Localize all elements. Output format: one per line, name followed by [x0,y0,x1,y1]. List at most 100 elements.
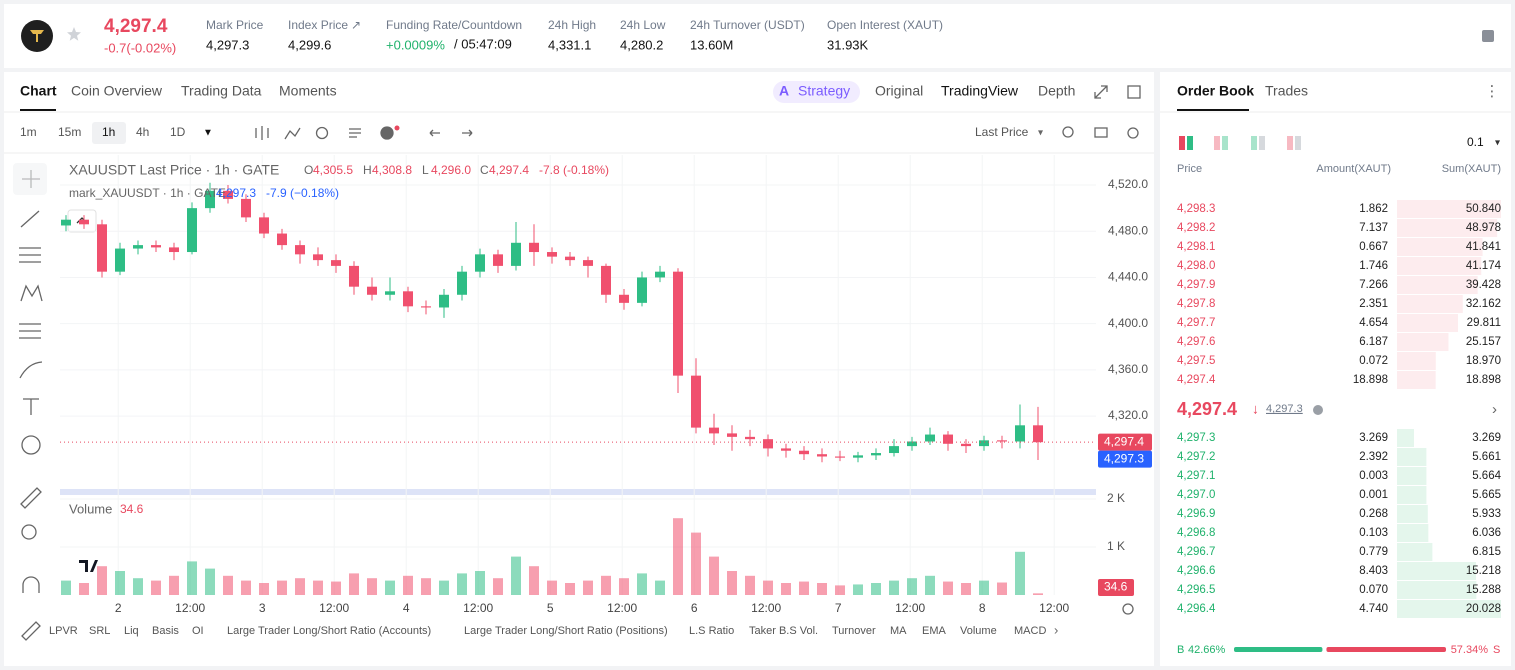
view-tab[interactable]: Original [875,83,923,99]
interval[interactable]: 15m [58,125,81,139]
zoom-tool[interactable] [21,524,37,540]
indicator[interactable]: Volume [960,625,997,637]
indicator[interactable]: MACD [1014,625,1046,637]
indicator[interactable]: Large Trader Long/Short Ratio (Positions… [464,625,668,637]
text-tool[interactable] [23,398,39,415]
book-price[interactable]: 4,298.3 [1177,203,1215,215]
indicator[interactable]: Large Trader Long/Short Ratio (Accounts) [227,625,431,637]
camera-icon[interactable] [1094,127,1108,138]
book-price[interactable]: 4,298.0 [1177,260,1215,272]
template-icon[interactable] [349,128,361,138]
book-layout-icons[interactable] [1179,136,1301,150]
price-type[interactable]: Last Price [975,125,1029,139]
sell-ratio-bar [1326,647,1446,652]
chart-tab[interactable]: Coin Overview [71,83,163,99]
search-icon[interactable] [1062,126,1074,138]
view-tab[interactable]: Depth [1038,83,1075,99]
interval[interactable]: 1h [102,125,115,139]
indicator[interactable]: EMA [922,625,947,637]
candle-type-icon[interactable] [255,126,269,140]
redo-icon[interactable] [462,129,473,137]
alert-icon[interactable] [380,126,394,140]
more-menu[interactable]: ⋮ [1485,83,1500,100]
indicator[interactable]: Turnover [832,625,876,637]
chart-tab[interactable]: Chart [20,83,57,99]
interval[interactable]: 1m [20,125,37,139]
pane-separator[interactable] [60,489,1096,495]
book-price[interactable]: 4,296.4 [1177,603,1216,615]
book-price[interactable]: 4,297.0 [1177,489,1215,501]
indicator-more[interactable]: › [1054,622,1058,637]
fib-tool[interactable] [19,323,41,339]
precision[interactable]: 0.1 [1467,135,1484,149]
volume-bar [853,584,863,595]
book-price[interactable]: 4,297.1 [1177,470,1215,482]
interval-caret[interactable]: ▼ [203,128,213,139]
last-price-tag [1098,433,1152,451]
book-tab[interactable]: Order Book [1177,83,1254,99]
brush-tool[interactable] [19,361,43,379]
view-tab[interactable]: TradingView [941,83,1019,99]
precision-caret[interactable]: ▾ [1495,138,1500,149]
book-tab[interactable]: Trades [1265,83,1308,99]
indicator-icon[interactable] [284,127,301,140]
book-sum: 50.840 [1466,203,1501,215]
volume-bar [403,575,413,595]
indicator[interactable]: Taker B.S Vol. [749,625,818,637]
emoji-tool[interactable] [21,435,41,455]
depth-bar [1397,333,1449,351]
indicator[interactable]: MA [890,625,907,637]
book-price[interactable]: 4,297.7 [1177,317,1215,329]
book-price[interactable]: 4,296.9 [1177,508,1215,520]
book-price[interactable]: 4,297.6 [1177,336,1215,348]
magnet-tool[interactable] [22,576,40,593]
stat-label: Open Interest (XAUT) [827,18,943,32]
pattern-tool[interactable] [20,284,43,302]
settings-icon[interactable] [1127,127,1139,139]
book-price[interactable]: 4,296.8 [1177,527,1215,539]
interval[interactable]: 4h [136,125,149,139]
book-price[interactable]: 4,297.2 [1177,451,1215,463]
book-price[interactable]: 4,296.7 [1177,546,1215,558]
indicator[interactable]: SRL [89,625,110,637]
indicator[interactable]: L.S Ratio [689,625,734,637]
book-price[interactable]: 4,296.5 [1177,584,1215,596]
book-price[interactable]: 4,296.6 [1177,565,1215,577]
chart-settings[interactable] [1122,603,1134,615]
indicator[interactable]: LPVR [49,625,78,637]
price-type-caret[interactable]: ▾ [1038,128,1043,139]
book-price[interactable]: 4,298.1 [1177,241,1215,253]
book-price[interactable]: 4,298.2 [1177,222,1215,234]
book-price[interactable]: 4,297.8 [1177,298,1215,310]
window-icon[interactable] [1127,85,1141,99]
view-tab[interactable]: Strategy [798,83,850,99]
chart-tab[interactable]: Trading Data [181,83,262,99]
book-sum: 3.269 [1472,432,1501,444]
volume-bar [781,583,791,595]
index-link-icon[interactable]: ↗ [351,18,361,32]
replay-icon[interactable] [315,126,329,140]
strategy-pill[interactable] [773,81,860,103]
line-tool[interactable] [20,210,40,228]
book-price[interactable]: 4,297.4 [1177,374,1216,386]
book-price[interactable]: 4,297.3 [1177,432,1215,444]
undo-icon[interactable] [429,129,440,137]
book-price[interactable]: 4,297.5 [1177,355,1215,367]
indicator[interactable]: Basis [152,625,179,637]
candle-body [853,455,863,458]
depth-bar [1397,600,1501,618]
draw-tool[interactable] [21,621,41,641]
chart-tab[interactable]: Moments [279,83,337,99]
header-icon[interactable] [1482,30,1494,42]
indicator[interactable]: OI [192,625,204,637]
channel-tool[interactable] [19,247,41,263]
book-price[interactable]: 4,297.9 [1177,279,1215,291]
indicator[interactable]: Liq [124,625,139,637]
mid-more[interactable]: › [1492,401,1497,418]
expand-icon[interactable] [1094,85,1108,99]
candle-body [385,291,395,295]
volume-bar [763,580,773,595]
favorite-icon[interactable] [67,27,81,41]
ruler-tool[interactable] [20,487,42,509]
interval[interactable]: 1D [170,125,186,139]
